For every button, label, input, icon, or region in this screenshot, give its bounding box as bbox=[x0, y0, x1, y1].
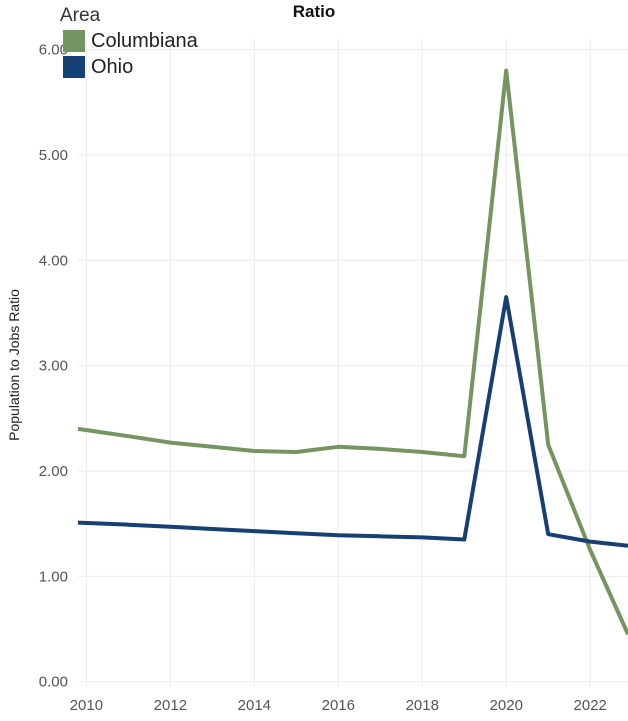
legend-label-ohio: Ohio bbox=[91, 55, 134, 78]
y-axis-label: Population to Jobs Ratio bbox=[6, 289, 22, 441]
y-tick-label: 0.00 bbox=[39, 674, 68, 691]
y-tick-label: 3.00 bbox=[39, 358, 68, 375]
y-tick-label: 2.00 bbox=[39, 463, 68, 480]
legend-title: Area bbox=[60, 5, 101, 26]
legend-swatch-ohio bbox=[63, 56, 85, 78]
x-tick-label: 2012 bbox=[154, 697, 187, 714]
series-line-columbiana bbox=[77, 68, 628, 636]
y-tick-label: 4.00 bbox=[39, 252, 68, 269]
x-tick-label: 2014 bbox=[238, 697, 271, 714]
x-tick-label: 2022 bbox=[574, 697, 607, 714]
x-tick-label: 2016 bbox=[322, 697, 355, 714]
legend-item-ohio: Ohio bbox=[60, 54, 198, 80]
x-tick-label: 2010 bbox=[70, 697, 103, 714]
x-tick-label: 2018 bbox=[406, 697, 439, 714]
y-tick-label: 1.00 bbox=[39, 568, 68, 585]
chart-title: Ratio bbox=[292, 2, 336, 21]
series-lines bbox=[77, 68, 628, 636]
x-tick-label: 2020 bbox=[490, 697, 523, 714]
legend: Area Columbiana Ohio bbox=[60, 4, 198, 80]
y-tick-label: 5.00 bbox=[39, 147, 68, 164]
legend-swatch-columbiana bbox=[63, 30, 85, 52]
x-axis-ticks: 2010 2012 2014 2016 2018 2020 2022 bbox=[70, 697, 607, 714]
gridlines bbox=[78, 39, 628, 687]
legend-label-columbiana: Columbiana bbox=[91, 29, 198, 52]
series-line-ohio bbox=[77, 295, 628, 548]
y-axis-ticks: 0.00 1.00 2.00 3.00 4.00 5.00 6.00 bbox=[39, 42, 68, 691]
legend-item-columbiana: Columbiana bbox=[60, 28, 198, 54]
y-tick-label: 6.00 bbox=[39, 42, 68, 59]
